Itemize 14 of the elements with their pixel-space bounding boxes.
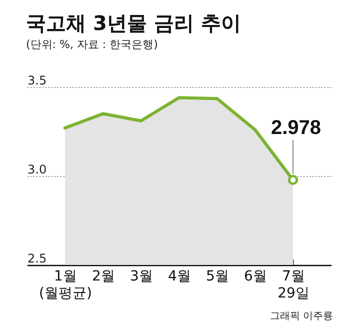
x-tick-label: 3월	[130, 268, 153, 284]
data-label: 2.978	[270, 116, 322, 139]
chart-title: 국고채 3년물 금리 추이	[26, 11, 241, 35]
text: 그래픽 이주룡	[270, 310, 333, 323]
x-tick-label: 7월 29일	[278, 268, 310, 302]
x-tick-label: 5월	[206, 268, 229, 284]
x-tick-label: 6월	[244, 268, 267, 284]
y-tick-label: 3.0	[28, 162, 47, 176]
x-tick-label: 1월 (월평균)	[39, 268, 92, 302]
chart-subtitle: (단위: %, 자료 : 한국은행)	[26, 38, 158, 51]
x-tick-label: 2월	[92, 268, 115, 284]
x-tick-label: 4월	[168, 268, 191, 284]
y-tick-label: 2.5	[28, 252, 47, 266]
y-tick-label: 3.5	[28, 74, 47, 88]
